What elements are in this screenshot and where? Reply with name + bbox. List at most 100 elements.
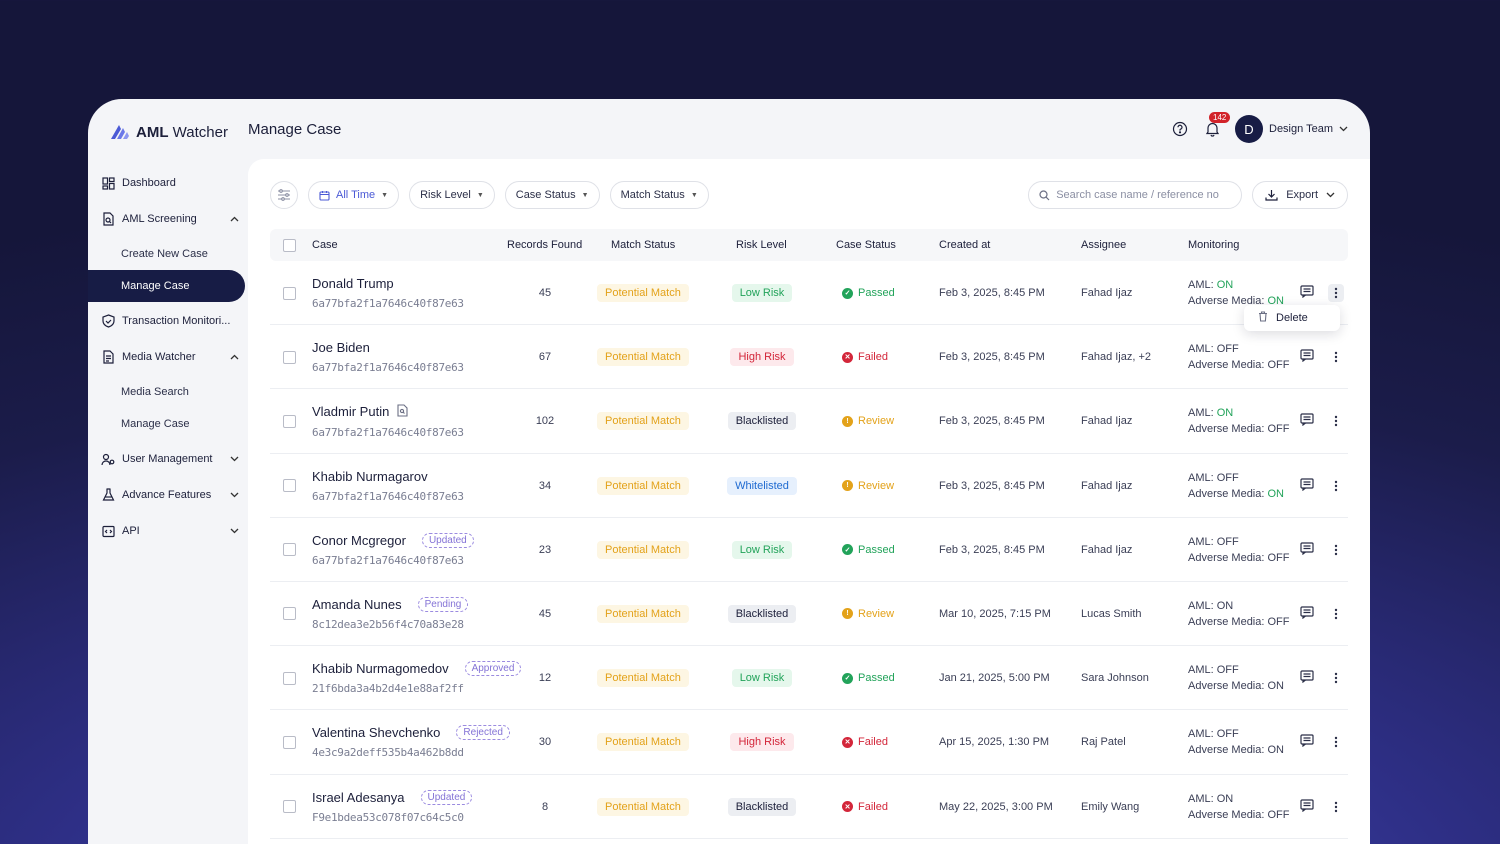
risk-level-cell: Blacklisted xyxy=(725,389,799,453)
kebab-icon[interactable] xyxy=(1328,733,1344,751)
sidebar-sub-create-new-case[interactable]: Create New Case xyxy=(121,248,208,260)
row-checkbox[interactable] xyxy=(283,543,296,557)
media-monitoring: Adverse Media: OFF xyxy=(1188,423,1289,435)
aml-monitoring: AML: ON xyxy=(1188,793,1233,805)
col-match-status[interactable]: Match Status xyxy=(611,239,676,251)
assignee: Fahad Ijaz xyxy=(1081,479,1133,492)
sidebar-item-advance-features[interactable]: Advance Features xyxy=(88,478,248,512)
case-name[interactable]: Vladmir Putin xyxy=(312,404,390,420)
sidebar-item-transaction-monitoring[interactable]: Transaction Monitori... xyxy=(88,304,248,338)
case-cell[interactable]: Valentina Shevchenko Rejected 4e3c9a2def… xyxy=(312,710,510,774)
case-cell[interactable]: Khabib Nurmagomedov Approved 21f6bda3a4b… xyxy=(312,646,522,710)
col-records-found[interactable]: Records Found xyxy=(507,239,583,251)
bell-icon[interactable]: 142 xyxy=(1203,112,1231,138)
passed-icon: ✓ xyxy=(842,544,853,556)
monitoring-cell: AML: OFF Adverse Media: OFF xyxy=(1188,325,1289,389)
filter-button[interactable] xyxy=(270,181,298,209)
row-checkbox[interactable] xyxy=(283,350,296,364)
kebab-icon[interactable] xyxy=(1328,798,1344,816)
row-checkbox[interactable] xyxy=(283,479,296,493)
comment-icon[interactable] xyxy=(1300,285,1314,301)
case-cell[interactable]: Khabib Nurmagarov 6a77bfa2f1a7646c40f87e… xyxy=(312,454,464,518)
comment-icon[interactable] xyxy=(1300,734,1314,750)
case-name[interactable]: Donald Trump xyxy=(312,276,394,291)
sidebar-sub-media-search[interactable]: Media Search xyxy=(121,386,189,398)
comment-icon[interactable] xyxy=(1300,477,1314,494)
case-status-label: Case Status xyxy=(515,189,576,201)
team-switcher[interactable]: D Design Team xyxy=(1235,115,1348,143)
sidebar-item-media-watcher[interactable]: Media Watcher xyxy=(88,340,248,374)
comment-icon[interactable] xyxy=(1300,798,1314,815)
export-button[interactable]: Export xyxy=(1252,181,1348,209)
table-row[interactable]: Israel Adesanya Updated F9e1bdea53c078f0… xyxy=(270,775,1348,839)
row-checkbox[interactable] xyxy=(283,735,296,749)
case-name[interactable]: Israel Adesanya xyxy=(312,789,405,805)
case-cell[interactable]: Vladmir Putin 6a77bfa2f1a7646c40f87e63 xyxy=(312,389,464,453)
case-name[interactable]: Valentina Shevchenko xyxy=(312,725,441,741)
row-checkbox[interactable] xyxy=(283,671,296,685)
comment-icon[interactable] xyxy=(1300,413,1314,429)
logo[interactable]: AML Watcher xyxy=(110,123,228,141)
kebab-icon[interactable] xyxy=(1328,348,1344,366)
table-row[interactable]: Amanda Nunes Pending 8c12dea3e2b56f4c70a… xyxy=(270,582,1348,647)
table-row[interactable]: Khabib Nurmagarov 6a77bfa2f1a7646c40f87e… xyxy=(270,454,1348,518)
comment-icon[interactable] xyxy=(1300,670,1314,686)
created-at: May 22, 2025, 3:00 PM xyxy=(939,800,1053,813)
case-name[interactable]: Khabib Nurmagarov xyxy=(312,468,428,484)
kebab-icon[interactable] xyxy=(1328,541,1344,559)
kebab-icon[interactable] xyxy=(1328,669,1344,687)
sidebar-item-aml-screening[interactable]: AML Screening xyxy=(88,202,248,236)
case-cell[interactable]: Amanda Nunes Pending 8c12dea3e2b56f4c70a… xyxy=(312,582,469,646)
kebab-icon[interactable] xyxy=(1328,605,1344,623)
table-row[interactable]: Khabib Nurmagomedov Approved 21f6bda3a4b… xyxy=(270,646,1348,711)
case-cell[interactable]: Israel Adesanya Updated F9e1bdea53c078f0… xyxy=(312,775,473,839)
sidebar-item-dashboard[interactable]: Dashboard xyxy=(88,166,248,200)
row-actions xyxy=(1300,389,1344,453)
help-icon[interactable] xyxy=(1171,120,1189,138)
select-all-checkbox[interactable] xyxy=(283,238,296,252)
sidebar-item-api[interactable]: API xyxy=(88,514,248,548)
kebab-icon[interactable] xyxy=(1328,412,1344,430)
case-cell[interactable]: Joe Biden 6a77bfa2f1a7646c40f87e63 xyxy=(312,325,464,389)
sidebar-item-user-management[interactable]: User Management xyxy=(88,442,248,476)
row-checkbox[interactable] xyxy=(283,286,296,300)
col-risk-level[interactable]: Risk Level xyxy=(736,239,787,251)
risk-level-dropdown[interactable]: Risk Level ▼ xyxy=(409,181,495,209)
match-status-dropdown[interactable]: Match Status ▼ xyxy=(609,181,709,209)
col-case[interactable]: Case xyxy=(312,239,338,251)
kebab-icon[interactable] xyxy=(1328,477,1344,495)
col-assignee[interactable]: Assignee xyxy=(1081,239,1127,251)
sidebar-sub-media-manage-case[interactable]: Manage Case xyxy=(121,418,190,430)
table-row[interactable]: Donald Trump 6a77bfa2f1a7646c40f87e63 45… xyxy=(270,261,1348,331)
kebab-icon[interactable] xyxy=(1328,284,1344,302)
case-name[interactable]: Amanda Nunes xyxy=(312,596,402,612)
case-cell[interactable]: Donald Trump 6a77bfa2f1a7646c40f87e63 xyxy=(312,261,464,325)
comment-icon[interactable] xyxy=(1300,606,1314,622)
case-name[interactable]: Conor Mcgregor xyxy=(312,532,406,548)
monitoring-cell: AML: ON Adverse Media: OFF xyxy=(1188,582,1289,646)
case-cell[interactable]: Conor Mcgregor Updated 6a77bfa2f1a7646c4… xyxy=(312,518,474,582)
case-status-dropdown[interactable]: Case Status ▼ xyxy=(504,181,600,209)
col-created-at[interactable]: Created at xyxy=(939,239,991,251)
delete-menu-item[interactable]: Delete xyxy=(1276,312,1308,324)
search-input[interactable]: Search case name / reference no xyxy=(1028,181,1243,209)
table-row[interactable]: Joe Biden 6a77bfa2f1a7646c40f87e63 67 Po… xyxy=(270,325,1348,390)
row-checkbox[interactable] xyxy=(283,607,296,621)
table-row[interactable]: Conor Mcgregor Updated 6a77bfa2f1a7646c4… xyxy=(270,518,1348,582)
col-monitoring[interactable]: Monitoring xyxy=(1188,239,1240,251)
table-row[interactable]: Valentina Shevchenko Rejected 4e3c9a2def… xyxy=(270,710,1348,775)
col-case-status[interactable]: Case Status xyxy=(836,239,896,251)
case-name[interactable]: Joe Biden xyxy=(312,340,370,356)
match-status-chip: Potential Match xyxy=(597,733,689,752)
sidebar-sub-manage-case[interactable]: Manage Case xyxy=(88,270,245,302)
search-icon xyxy=(1039,189,1050,200)
case-name[interactable]: Khabib Nurmagomedov xyxy=(312,661,449,677)
row-checkbox[interactable] xyxy=(283,800,296,813)
row-checkbox[interactable] xyxy=(283,414,296,428)
comment-icon[interactable] xyxy=(1300,542,1314,558)
media-monitoring: Adverse Media: ON xyxy=(1188,488,1284,500)
sidebar-nav: Dashboard AML Screening Create New Case … xyxy=(88,166,248,550)
table-row[interactable]: Vladmir Putin 6a77bfa2f1a7646c40f87e63 1… xyxy=(270,389,1348,454)
comment-icon[interactable] xyxy=(1300,349,1314,365)
time-filter-dropdown[interactable]: All Time ▼ xyxy=(308,181,400,209)
